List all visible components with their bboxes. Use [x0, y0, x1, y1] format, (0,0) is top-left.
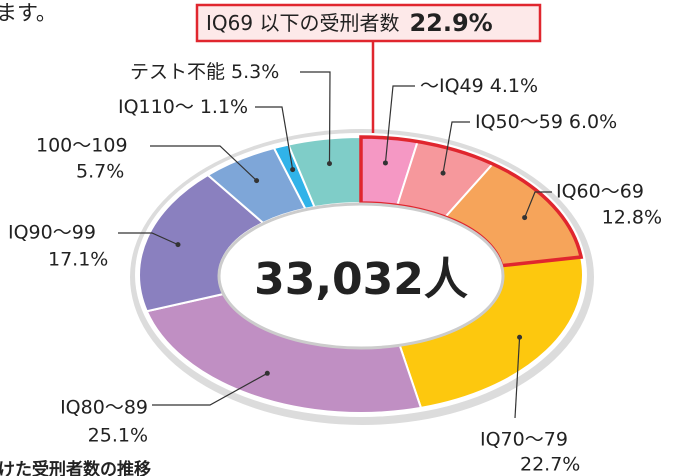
- category-label: 〜IQ49: [420, 75, 484, 97]
- value-label: 12.8%: [602, 207, 662, 229]
- value-label: 17.1%: [48, 249, 108, 271]
- leader-dot: [440, 170, 446, 176]
- segment-label: 〜IQ49 4.1%: [420, 75, 538, 97]
- highlight-text: IQ69 以下の受刑者数: [206, 11, 399, 35]
- leader-line: [514, 337, 521, 419]
- segment-label: IQ50〜59 6.0%: [475, 111, 617, 133]
- category-label: IQ70〜79: [480, 429, 568, 451]
- leader-line: [150, 145, 258, 182]
- category-label: 100〜109: [36, 135, 128, 157]
- segment-label: IQ110〜 1.1%: [118, 96, 248, 118]
- category-label: IQ50〜59: [475, 111, 563, 133]
- leader-dot: [175, 242, 181, 248]
- value-label: 5.7%: [76, 161, 124, 183]
- leader-line: [152, 372, 268, 406]
- category-label: IQ80〜89: [60, 397, 148, 419]
- highlight-value: 22.9%: [409, 9, 492, 37]
- category-label: IQ110〜: [118, 96, 194, 118]
- value-label: 4.1%: [490, 75, 538, 97]
- category-label: IQ60〜69: [556, 181, 644, 203]
- leader-line: [442, 121, 470, 174]
- leader-dot: [290, 167, 296, 173]
- value-label: 22.7%: [520, 454, 580, 476]
- leader-dot: [382, 160, 388, 166]
- text-fragment: けた受刑者数の推移: [0, 459, 151, 476]
- value-label: 5.3%: [231, 61, 279, 83]
- category-label: テスト不能: [130, 61, 225, 83]
- value-label: 6.0%: [569, 111, 617, 133]
- leader-dot: [522, 215, 528, 221]
- leader-line: [118, 232, 179, 246]
- center-label: 33,032人: [254, 254, 468, 305]
- value-label: 25.1%: [88, 425, 148, 447]
- segment-label: テスト不能 5.3%: [130, 61, 279, 83]
- leader-dot: [254, 178, 260, 184]
- category-label: IQ90〜99: [8, 222, 96, 244]
- donut-hole: [217, 202, 505, 350]
- text-fragment: ます。: [0, 1, 57, 25]
- leader-line: [255, 106, 294, 170]
- leader-line: [524, 191, 552, 218]
- leader-line: [300, 71, 331, 164]
- leader-dot: [264, 370, 270, 376]
- highlight-label: IQ69 以下の受刑者数 22.9%: [206, 9, 493, 37]
- leader-dot: [517, 334, 523, 340]
- highlight-box: [195, 3, 542, 43]
- leader-line: [384, 85, 415, 163]
- leader-dot: [326, 161, 332, 167]
- value-label: 1.1%: [200, 96, 248, 118]
